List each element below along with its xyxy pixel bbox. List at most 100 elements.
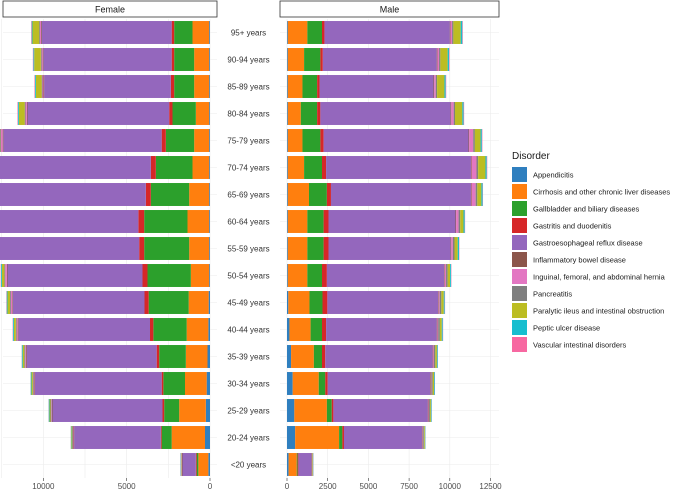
male-bar-7-10 [440, 291, 442, 314]
female-bar-8-11 [14, 318, 16, 341]
female-bar-3-12 [157, 345, 160, 368]
female-bar-6-1 [42, 48, 43, 71]
female-bar-6-3 [26, 102, 27, 125]
female-bar-10-3 [18, 102, 19, 125]
female-bar-0-15 [205, 426, 210, 449]
female-bar-1-3 [196, 102, 209, 125]
male-bar-1-9 [288, 264, 308, 287]
male-tick-label: 0 [285, 482, 290, 491]
legend-label: Peptic ulcer disease [533, 324, 600, 333]
female-bar-3-5 [151, 156, 156, 179]
male-bar-2-0 [307, 21, 322, 44]
female-bar-8-14 [50, 399, 51, 422]
female-bar-1-13 [185, 372, 207, 395]
male-bar-3-4 [320, 129, 323, 152]
female-bar-5-12 [26, 345, 27, 368]
male-bar-8-11 [440, 318, 442, 341]
male-bar-8-10 [441, 291, 443, 314]
legend-swatch [512, 167, 527, 182]
male-bar-1-0 [288, 21, 308, 44]
male-bar-3-6 [327, 183, 331, 206]
male-bar-2-10 [309, 291, 322, 314]
male-bar-1-7 [288, 210, 308, 233]
female-bar-9-13 [31, 372, 32, 395]
male-bar-0-10 [287, 291, 288, 314]
male-bar-3-0 [322, 21, 324, 44]
male-bar-8-5 [478, 156, 485, 179]
legend-label: Pancreatitis [533, 290, 572, 299]
male-bar-5-3 [451, 102, 452, 125]
female-bar-3-8 [139, 237, 144, 260]
male-bar-8-1 [440, 48, 447, 71]
female-bar-6-0 [40, 21, 41, 44]
female-tick-label: 5000 [118, 482, 136, 491]
male-bar-4-7 [329, 210, 456, 233]
male-bar-1-13 [293, 372, 319, 395]
male-bar-3-10 [322, 291, 327, 314]
legend-swatch [512, 269, 527, 284]
age-label: 90-94 years [227, 56, 269, 65]
male-bar-8-2 [437, 75, 444, 98]
male-bar-0-13 [287, 372, 293, 395]
female-bar-10-2 [35, 75, 36, 98]
legend-label: Vascular intestinal disorders [533, 341, 626, 350]
male-bar-6-10 [439, 291, 440, 314]
age-label: 55-59 years [227, 245, 269, 254]
female-bar-9-14 [49, 399, 50, 422]
female-bar-5-9 [7, 264, 8, 287]
female-bar-3-11 [150, 318, 153, 341]
male-bar-5-6 [471, 183, 472, 206]
male-bar-7-5 [476, 156, 478, 179]
male-bar-0-15 [287, 426, 295, 449]
male-bar-4-2 [320, 75, 434, 98]
female-strip-label: Female [95, 5, 125, 15]
female-bar-4-10 [13, 291, 145, 314]
female-bar-7-3 [25, 102, 26, 125]
female-bar-0-16 [208, 453, 210, 476]
female-bar-9-11 [13, 318, 14, 341]
female-bar-3-14 [163, 399, 165, 422]
legend-label: Inflammatory bowel disease [533, 256, 626, 265]
male-bar-3-12 [322, 345, 325, 368]
age-label: 20-24 years [227, 434, 269, 443]
female-bar-2-15 [162, 426, 172, 449]
male-bar-5-0 [450, 21, 451, 44]
female-bar-2-8 [144, 237, 189, 260]
male-bar-7-11 [438, 318, 440, 341]
male-bar-4-4 [324, 129, 469, 152]
male-bar-7-4 [473, 129, 475, 152]
male-bar-6-0 [450, 21, 452, 44]
male-bar-9-9 [450, 264, 451, 287]
female-bar-0-12 [208, 345, 211, 368]
male-bar-1-3 [288, 102, 301, 125]
male-bar-9-0 [461, 21, 463, 44]
male-bar-1-14 [294, 399, 327, 422]
male-bar-2-2 [302, 75, 317, 98]
female-bar-9-0 [32, 21, 33, 44]
female-bar-6-14 [51, 399, 52, 422]
male-bar-7-7 [459, 210, 461, 233]
age-label: 75-79 years [227, 137, 269, 146]
male-bar-1-16 [289, 453, 297, 476]
female-bar-2-13 [163, 372, 185, 395]
male-bar-6-12 [433, 345, 434, 368]
age-label: 65-69 years [227, 191, 269, 200]
female-bar-9-15 [71, 426, 72, 449]
female-bar-8-13 [32, 372, 33, 395]
male-bar-5-8 [451, 237, 452, 260]
male-bar-1-6 [288, 183, 309, 206]
male-bar-8-7 [460, 210, 463, 233]
male-bar-7-9 [446, 264, 448, 287]
male-bar-0-0 [287, 21, 288, 44]
female-bar-6-4 [1, 129, 3, 152]
female-bar-3-2 [171, 75, 174, 98]
female-bar-0-5 [209, 156, 210, 179]
male-bar-6-2 [434, 75, 436, 98]
male-bar-6-1 [437, 48, 439, 71]
male-bar-7-1 [439, 48, 440, 71]
male-bar-6-11 [437, 318, 438, 341]
male-bar-4-8 [329, 237, 451, 260]
